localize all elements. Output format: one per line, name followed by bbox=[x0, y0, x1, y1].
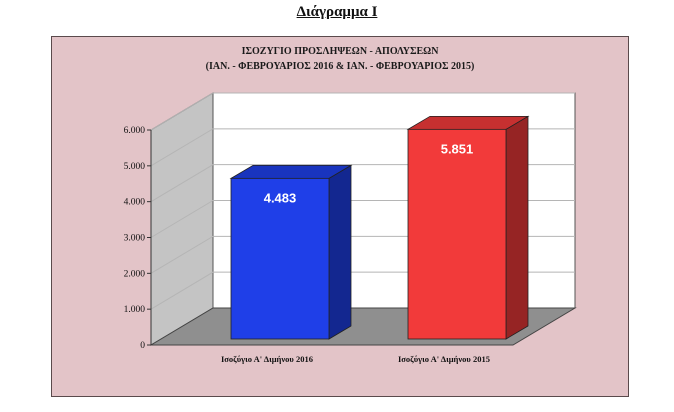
data-label: 4.483 bbox=[264, 190, 297, 205]
figure-heading: Διάγραμμα Ι bbox=[296, 4, 378, 20]
y-tick-label: 4.000 bbox=[124, 198, 146, 208]
bar-side bbox=[505, 115, 529, 340]
y-tick-label: 6.000 bbox=[124, 126, 146, 136]
gridline bbox=[150, 92, 575, 131]
x-tick-label: Ισοζύγιο Α' Διμήνου 2015 bbox=[398, 354, 490, 364]
data-label: 5.851 bbox=[441, 141, 474, 156]
bar-side bbox=[328, 164, 352, 340]
y-tick-label: 3.000 bbox=[124, 234, 146, 244]
y-tick-label: 0 bbox=[140, 341, 145, 351]
chart-titles: ΙΣΟΖΥΓΙΟ ΠΡΟΣΛΗΨΕΩΝ - ΑΠΟΛΥΣΕΩΝ (ΙΑΝ. - … bbox=[51, 44, 629, 74]
y-tick-label: 2.000 bbox=[124, 269, 146, 279]
y-tick-label: 5.000 bbox=[124, 162, 146, 172]
bar-top bbox=[229, 164, 353, 179]
chart-subtitle: (ΙΑΝ. - ΦΕΒΡΟΥΑΡΙΟΣ 2016 & ΙΑΝ. - ΦΕΒΡΟΥ… bbox=[205, 61, 475, 72]
chart-title: ΙΣΟΖΥΓΙΟ ΠΡΟΣΛΗΨΕΩΝ - ΑΠΟΛΥΣΕΩΝ bbox=[241, 46, 439, 57]
bar bbox=[230, 177, 330, 340]
x-tick-label: Ισοζύγιο Α' Διμήνου 2016 bbox=[221, 354, 313, 364]
bar-top bbox=[406, 115, 530, 130]
bar bbox=[407, 128, 507, 340]
y-tick-label: 1.000 bbox=[124, 305, 146, 315]
